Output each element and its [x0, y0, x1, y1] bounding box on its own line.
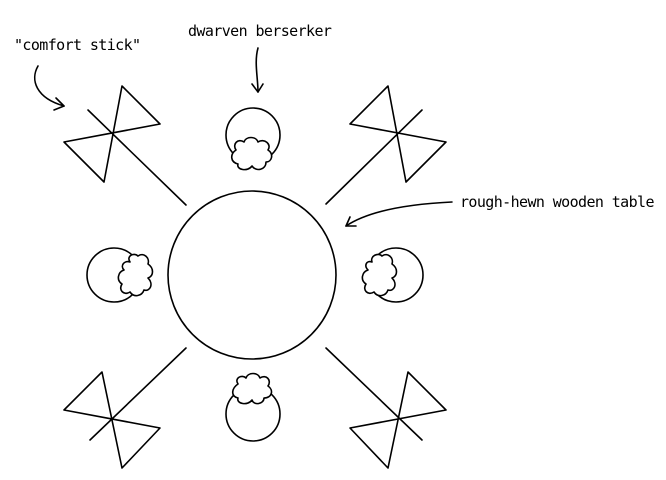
berserker-arrow [251, 47, 264, 93]
table-label: rough-hewn wooden table [460, 193, 654, 211]
comfort-stick-bottom-right [325, 347, 447, 469]
comfort-stick-bottom-left [63, 347, 187, 469]
dwarf-seat-left [86, 247, 154, 303]
table-circle [167, 190, 337, 360]
dwarf-seat-right [361, 247, 424, 303]
dwarf-seat-top [225, 107, 281, 171]
comfort-stick-top-right [325, 85, 447, 205]
comfort-stick-arrow [34, 65, 65, 111]
table-arrow [345, 201, 453, 227]
dwarf-seat-bottom [225, 372, 281, 442]
dwarven-berserker-label: dwarven berserker [188, 22, 332, 40]
comfort-stick-top-left [63, 85, 187, 206]
comfort-stick-label: "comfort stick" [14, 36, 140, 54]
